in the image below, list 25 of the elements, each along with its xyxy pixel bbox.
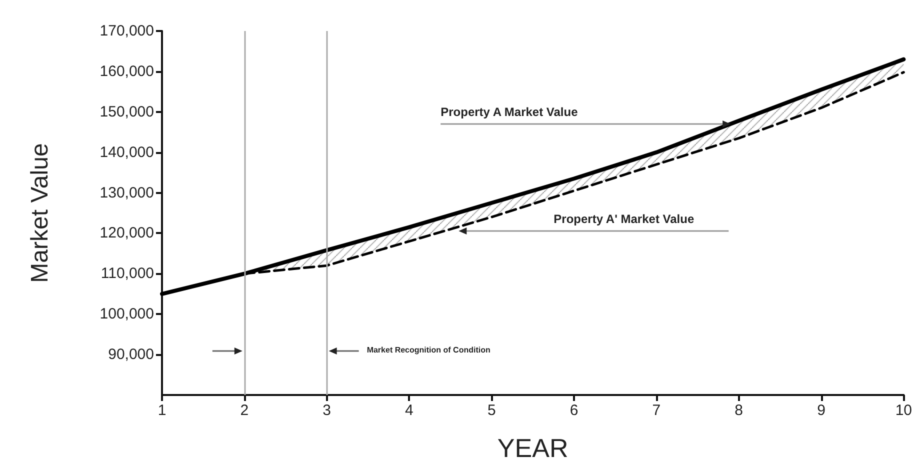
y-tick-label: 170,000 xyxy=(100,22,154,40)
y-tick-label: 150,000 xyxy=(100,103,154,120)
x-tick-label: 6 xyxy=(570,402,578,419)
y-tick-label: 110,000 xyxy=(100,265,154,282)
y-tick-label: 160,000 xyxy=(100,62,154,80)
line-series xyxy=(160,57,906,296)
x-tick-label: 8 xyxy=(734,402,744,419)
x-tick-label: 9 xyxy=(817,402,826,419)
x-tick-label: 1 xyxy=(158,402,166,419)
x-tick-label: 5 xyxy=(487,402,496,419)
annotation: Market Recognition of Condition xyxy=(366,346,490,354)
y-axis-title: Market Value xyxy=(26,143,54,283)
x-tick-label: 3 xyxy=(322,402,331,419)
x-tick-label: 4 xyxy=(405,402,414,419)
x-tick-label: 7 xyxy=(652,402,661,419)
x-tick-label: 2 xyxy=(240,402,249,419)
y-tick-label: 130,000 xyxy=(100,184,154,202)
x-tick-label: 10 xyxy=(895,402,912,419)
annotation: Property A' Market Value xyxy=(554,212,694,226)
y-tick-label: 140,000 xyxy=(100,144,154,161)
x-axis-title: YEAR xyxy=(497,433,568,463)
y-tick-label: 90,000 xyxy=(108,346,154,364)
annotation: Property A Market Value xyxy=(440,105,578,119)
y-tick-label: 120,000 xyxy=(100,224,154,242)
y-tick-label: 100,000 xyxy=(100,306,154,323)
